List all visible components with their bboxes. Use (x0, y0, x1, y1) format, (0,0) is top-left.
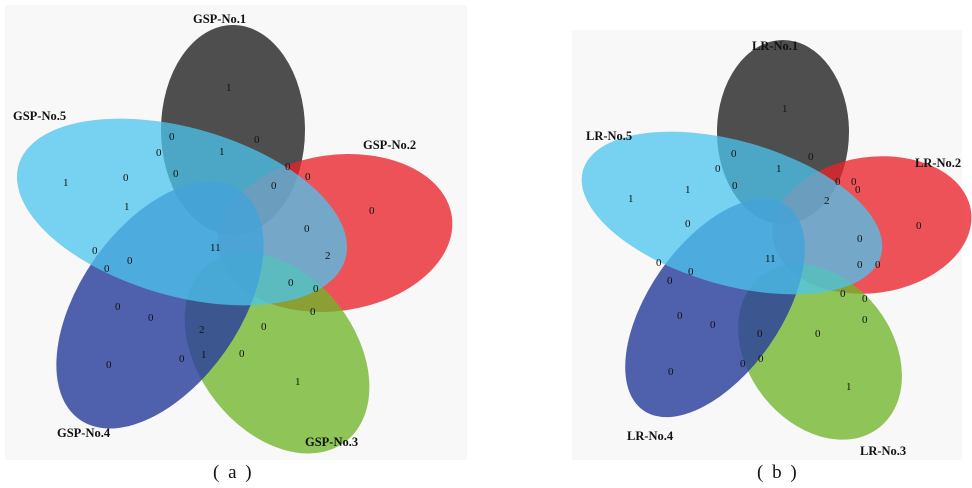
region-count: 0 (710, 319, 716, 331)
region-count: 0 (239, 348, 245, 360)
region-count: 0 (254, 134, 260, 146)
region-count: 0 (835, 176, 841, 188)
region-count: 1 (782, 103, 788, 115)
region-count: 0 (123, 172, 129, 184)
region-count: 0 (106, 359, 112, 371)
region-count: 1 (201, 349, 207, 361)
region-count: 0 (740, 358, 746, 370)
region-count: 0 (851, 176, 857, 188)
caption-a: ( a ) (213, 462, 254, 483)
region-count: 0 (115, 301, 121, 313)
region-count: 0 (313, 283, 319, 295)
region-count: 0 (875, 259, 881, 271)
region-count: 0 (857, 233, 863, 245)
set-label-lr-no3: LR-No.3 (860, 444, 906, 458)
set-label-gsp-no5: GSP-No.5 (13, 109, 66, 123)
region-count: 0 (104, 263, 110, 275)
region-count: 0 (310, 306, 316, 318)
region-count: 0 (677, 310, 683, 322)
set-label-lr-no5: LR-No.5 (586, 129, 632, 143)
caption-b: ( b ) (757, 462, 799, 483)
set-label-gsp-no2: GSP-No.2 (363, 138, 416, 152)
region-count: 0 (815, 328, 821, 340)
region-count: 1 (226, 82, 232, 94)
region-count: 0 (857, 259, 863, 271)
region-count: 0 (668, 366, 674, 378)
set-label-gsp-no3: GSP-No.3 (305, 435, 358, 449)
region-count: 0 (127, 255, 133, 267)
set-ellipse-lr-no5 (581, 131, 883, 295)
region-count: 0 (731, 148, 737, 160)
venn-diagram-a: GSP-No.1 GSP-No.2 GSP-No.3 GSP-No.4 GSP-… (13, 12, 453, 454)
region-count: 0 (855, 184, 861, 196)
set-ellipse-gsp-no5 (16, 118, 348, 306)
region-count: 0 (732, 180, 738, 192)
region-count: 0 (156, 147, 162, 159)
region-count: 0 (305, 171, 311, 183)
region-count: 0 (179, 353, 185, 365)
region-count: 2 (824, 195, 830, 207)
region-count: 0 (757, 328, 763, 340)
set-label-lr-no4: LR-No.4 (627, 429, 674, 443)
region-count: 1 (124, 201, 130, 213)
region-count: 0 (288, 277, 294, 289)
region-count: 1 (295, 376, 301, 388)
region-count: 1 (63, 177, 69, 189)
region-count: 0 (667, 275, 673, 287)
region-count: 0 (169, 131, 175, 143)
region-count: 0 (916, 220, 922, 232)
set-label-gsp-no1: GSP-No.1 (193, 12, 246, 26)
venn-panel-a: GSP-No.1 GSP-No.2 GSP-No.3 GSP-No.4 GSP-… (5, 5, 467, 460)
region-count: 0 (173, 168, 179, 180)
region-count: 0 (304, 223, 310, 235)
region-count: 1 (685, 184, 691, 196)
region-count: 1 (776, 163, 782, 175)
region-count: 1 (219, 146, 225, 158)
region-count: 0 (92, 245, 98, 257)
set-label-lr-no2: LR-No.2 (915, 156, 961, 170)
set-label-lr-no1: LR-No.1 (752, 39, 798, 53)
region-count: 0 (685, 218, 691, 230)
region-count: 1 (846, 381, 852, 393)
venn-panel-b: LR-No.1 LR-No.2 LR-No.3 LR-No.4 LR-No.5 … (572, 30, 972, 460)
region-count: 0 (862, 293, 868, 305)
region-count: 0 (840, 288, 846, 300)
region-count: 0 (758, 353, 764, 365)
region-count: 2 (199, 324, 205, 336)
region-count: 0 (148, 312, 154, 324)
region-count: 0 (656, 257, 662, 269)
region-count: 2 (325, 250, 331, 262)
set-label-gsp-no4: GSP-No.4 (57, 426, 111, 440)
region-count: 1 (628, 193, 634, 205)
region-count: 0 (862, 314, 868, 326)
region-count: 0 (261, 321, 267, 333)
region-count: 0 (285, 161, 291, 173)
region-count: 0 (271, 180, 277, 192)
region-count: 0 (715, 163, 721, 175)
region-count: 0 (688, 266, 694, 278)
region-count: 0 (808, 151, 814, 163)
region-count: 11 (210, 242, 221, 254)
venn-diagram-b: LR-No.1 LR-No.2 LR-No.3 LR-No.4 LR-No.5 … (581, 39, 972, 458)
region-count: 11 (765, 253, 776, 265)
region-count: 0 (369, 205, 375, 217)
